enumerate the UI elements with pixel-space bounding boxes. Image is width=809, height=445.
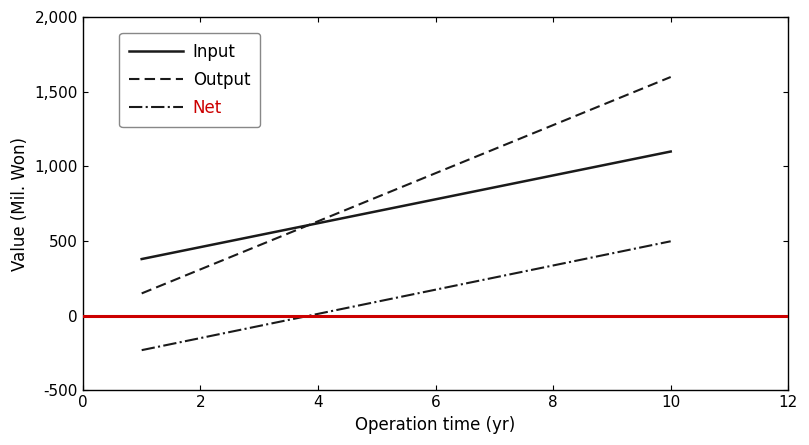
Input	[196, 244, 205, 250]
X-axis label: Operation time (yr): Operation time (yr)	[355, 416, 515, 434]
Line: Input: Input	[142, 151, 671, 259]
Net	[607, 251, 616, 256]
Output	[489, 146, 499, 152]
Output	[254, 243, 264, 248]
Input	[489, 185, 499, 190]
Input	[313, 221, 323, 226]
Y-axis label: Value (Mil. Won): Value (Mil. Won)	[11, 137, 29, 271]
Input	[372, 209, 382, 214]
Input	[607, 161, 616, 166]
Net	[372, 299, 382, 304]
Output	[372, 194, 382, 200]
Output	[430, 170, 440, 176]
Net	[666, 239, 676, 244]
Output	[196, 267, 205, 272]
Legend: Input, Output, Net: Input, Output, Net	[120, 33, 260, 127]
Input	[254, 232, 264, 238]
Input	[137, 256, 146, 262]
Net	[430, 287, 440, 292]
Output	[607, 98, 616, 104]
Net	[137, 348, 146, 353]
Output	[666, 74, 676, 80]
Input	[549, 173, 558, 178]
Net	[549, 263, 558, 268]
Output	[313, 218, 323, 224]
Net	[489, 275, 499, 280]
Net	[313, 311, 323, 316]
Line: Net: Net	[142, 241, 671, 350]
Output	[137, 291, 146, 296]
Net	[196, 336, 205, 341]
Net	[254, 323, 264, 328]
Input	[666, 149, 676, 154]
Line: Output: Output	[142, 77, 671, 293]
Input	[430, 197, 440, 202]
Output	[549, 122, 558, 128]
